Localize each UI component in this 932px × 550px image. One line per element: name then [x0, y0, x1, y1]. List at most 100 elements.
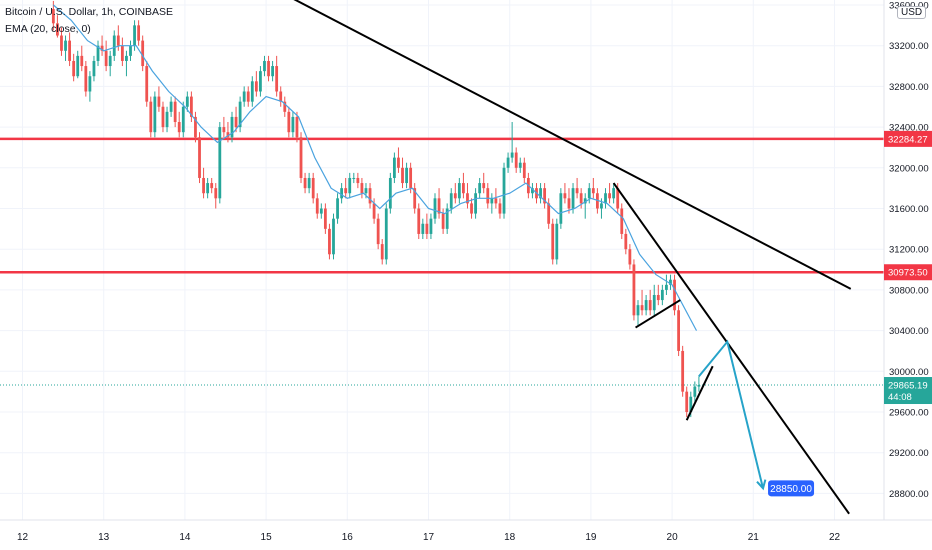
candle-down[interactable] — [323, 208, 327, 229]
candle-down[interactable] — [417, 208, 421, 234]
candle-down[interactable] — [685, 391, 689, 412]
candle-up[interactable] — [364, 188, 368, 194]
ema-line[interactable] — [53, 4, 698, 331]
candle-down[interactable] — [368, 188, 372, 204]
candle-down[interactable] — [72, 60, 76, 77]
candle-down[interactable] — [287, 111, 291, 133]
candle-down[interactable] — [514, 152, 518, 168]
candle-up[interactable] — [490, 198, 494, 204]
candle-up[interactable] — [583, 198, 587, 204]
candle-up[interactable] — [392, 157, 396, 178]
candle-up[interactable] — [449, 193, 453, 209]
candle-up[interactable] — [76, 55, 80, 77]
last-price-tag[interactable] — [884, 377, 932, 405]
candle-down[interactable] — [380, 244, 384, 260]
candle-up[interactable] — [693, 386, 697, 397]
candle-down[interactable] — [656, 294, 660, 301]
candle-up[interactable] — [604, 193, 607, 204]
candle-down[interactable] — [84, 66, 88, 92]
candle-down[interactable] — [673, 279, 676, 311]
candle-down[interactable] — [453, 193, 457, 199]
candle-down[interactable] — [616, 188, 620, 209]
candle-down[interactable] — [141, 40, 145, 67]
candle-down[interactable] — [591, 188, 595, 194]
candle-down[interactable] — [194, 116, 197, 138]
candle-up[interactable] — [332, 218, 335, 255]
candle-up[interactable] — [644, 300, 648, 311]
candle-up[interactable] — [336, 198, 339, 219]
candle-up[interactable] — [271, 66, 274, 77]
candle-down[interactable] — [547, 203, 551, 224]
trendline[interactable] — [266, 0, 852, 290]
candle-up[interactable] — [478, 183, 482, 194]
candle-up[interactable] — [348, 177, 352, 194]
candle-up[interactable] — [652, 294, 656, 311]
candle-down[interactable] — [328, 228, 331, 255]
candle-down[interactable] — [80, 55, 84, 67]
candle-down[interactable] — [486, 188, 490, 204]
candle-up[interactable] — [64, 40, 67, 51]
candle-down[interactable] — [104, 50, 108, 67]
candle-down[interactable] — [145, 66, 149, 102]
candle-up[interactable] — [689, 396, 693, 412]
candle-up[interactable] — [185, 96, 189, 107]
candle-down[interactable] — [563, 193, 567, 199]
candle-down[interactable] — [376, 218, 380, 245]
candle-up[interactable] — [153, 96, 157, 133]
candle-up[interactable] — [429, 218, 433, 234]
candle-down[interactable] — [295, 116, 299, 138]
candle-up[interactable] — [388, 177, 392, 209]
candle-down[interactable] — [51, 9, 55, 24]
candle-down[interactable] — [640, 305, 644, 311]
candle-up[interactable] — [108, 55, 112, 67]
candle-down[interactable] — [279, 91, 283, 102]
trendline[interactable] — [685, 365, 714, 421]
candle-down[interactable] — [246, 91, 250, 102]
trendline[interactable] — [612, 182, 850, 515]
candle-up[interactable] — [259, 71, 262, 92]
candle-down[interactable] — [222, 127, 226, 133]
candle-down[interactable] — [624, 233, 628, 250]
candle-down[interactable] — [275, 66, 279, 92]
candle-up[interactable] — [600, 203, 603, 209]
projection-path[interactable] — [698, 339, 764, 489]
candle-down[interactable] — [648, 300, 652, 311]
candle-down[interactable] — [608, 193, 611, 199]
candle-up[interactable] — [181, 106, 185, 133]
candle-down[interactable] — [462, 183, 465, 194]
level-price-tag[interactable] — [884, 130, 932, 147]
candle-down[interactable] — [344, 188, 348, 194]
candle-down[interactable] — [356, 177, 360, 184]
candle-down[interactable] — [494, 198, 498, 204]
candle-up[interactable] — [669, 279, 672, 285]
candle-down[interactable] — [620, 208, 624, 234]
candle-down[interactable] — [522, 162, 526, 178]
candle-down[interactable] — [116, 35, 120, 46]
candle-down[interactable] — [425, 223, 429, 234]
candle-down[interactable] — [579, 193, 583, 204]
candle-up[interactable] — [502, 167, 506, 214]
candle-down[interactable] — [60, 35, 63, 51]
candle-up[interactable] — [555, 223, 559, 260]
candle-up[interactable] — [665, 284, 668, 290]
candle-down[interactable] — [283, 101, 287, 112]
candle-up[interactable] — [510, 152, 514, 158]
candle-down[interactable] — [567, 198, 571, 209]
candle-up[interactable] — [612, 188, 616, 199]
candle-down[interactable] — [137, 25, 141, 41]
candle-up[interactable] — [636, 305, 640, 316]
candle-down[interactable] — [413, 188, 417, 209]
candle-down[interactable] — [681, 350, 685, 392]
candle-up[interactable] — [133, 25, 136, 46]
candle-up[interactable] — [88, 76, 92, 92]
candle-down[interactable] — [100, 45, 104, 51]
candle-up[interactable] — [474, 193, 477, 214]
candle-up[interactable] — [129, 45, 132, 56]
candle-up[interactable] — [660, 289, 664, 301]
candle-up[interactable] — [697, 385, 701, 387]
candle-up[interactable] — [539, 188, 542, 199]
candle-down[interactable] — [437, 198, 441, 214]
candle-up[interactable] — [112, 35, 116, 56]
candle-down[interactable] — [68, 40, 71, 61]
